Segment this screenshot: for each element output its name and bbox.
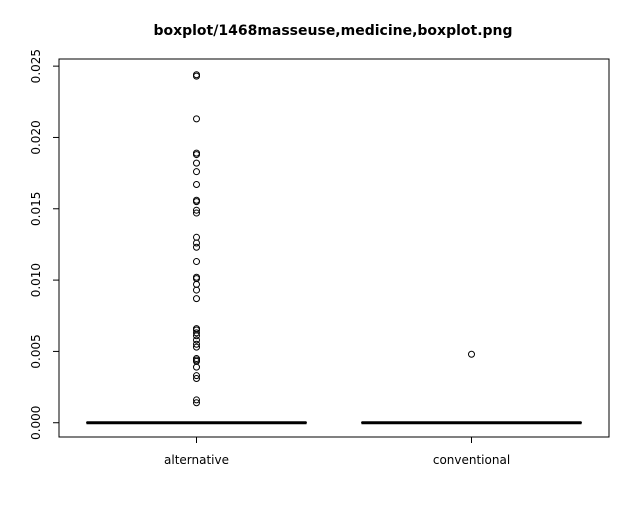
boxes-layer	[86, 71, 582, 425]
outlier-point	[193, 336, 200, 344]
outlier-point	[193, 363, 200, 371]
chart-title: boxplot/1468masseuse,medicine,boxplot.pn…	[153, 23, 512, 39]
outlier-point	[193, 209, 200, 217]
outlier-point	[193, 151, 200, 159]
outlier-point	[193, 329, 200, 337]
x-axis: alternative conventional	[164, 436, 510, 467]
outlier-point	[193, 280, 200, 288]
outlier-point	[193, 159, 200, 167]
outlier-point	[193, 72, 200, 80]
outlier-point	[193, 239, 200, 247]
box-alternative	[86, 71, 307, 425]
y-tick-label: 0.000	[29, 406, 43, 440]
x-tick-label: alternative	[164, 453, 229, 467]
outlier-point	[193, 343, 200, 351]
box-conventional	[361, 350, 582, 425]
outlier-point	[193, 295, 200, 303]
outlier-point	[193, 258, 200, 266]
outlier-point	[193, 181, 200, 189]
outlier-point	[193, 396, 200, 404]
outlier-point	[193, 375, 200, 383]
outlier-point	[193, 243, 200, 251]
outlier-point	[193, 198, 200, 206]
y-tick-label: 0.025	[29, 49, 43, 83]
plot-frame	[58, 58, 610, 438]
y-axis: 0.000 0.005 0.010 0.015 0.020 0.025	[29, 49, 60, 440]
y-tick-label: 0.020	[29, 120, 43, 154]
outlier-point	[193, 286, 200, 294]
outlier-point	[193, 332, 200, 340]
x-tick-label: conventional	[433, 453, 510, 467]
y-tick-label: 0.005	[29, 334, 43, 368]
outlier-point	[193, 168, 200, 176]
y-tick-label: 0.015	[29, 192, 43, 226]
y-tick-label: 0.010	[29, 263, 43, 297]
outlier-point	[468, 350, 475, 358]
outlier-point	[193, 206, 200, 214]
outlier-point	[193, 372, 200, 380]
outlier-point	[193, 233, 200, 241]
outlier-point	[193, 340, 200, 348]
outlier-point	[193, 115, 200, 123]
outlier-point	[193, 399, 200, 407]
